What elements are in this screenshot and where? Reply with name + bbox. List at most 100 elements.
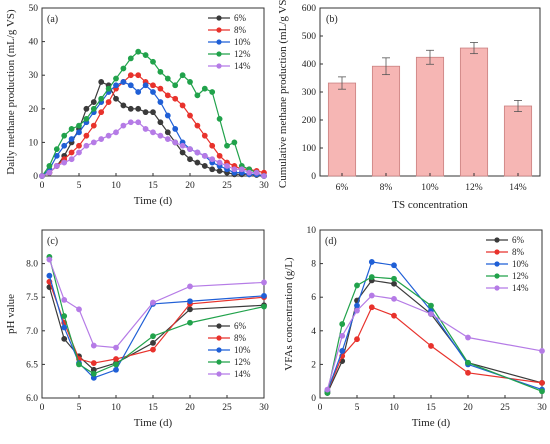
data-point — [539, 379, 545, 386]
legend: 6% 8% 10% 12% 14% — [208, 321, 251, 379]
y-tick-label: 8.0 — [26, 260, 38, 270]
legend-label: 14% — [512, 283, 529, 293]
category-label: 14% — [509, 183, 527, 193]
data-point — [127, 119, 134, 126]
x-tick-label: 25 — [222, 403, 232, 413]
series-line — [48, 286, 265, 371]
y-tick-label: 10 — [307, 226, 317, 236]
series-12% — [39, 48, 267, 179]
data-point — [105, 85, 112, 92]
data-point — [150, 82, 156, 89]
data-point — [164, 136, 171, 142]
x-tick-label: 30 — [259, 403, 269, 413]
data-point — [98, 109, 105, 116]
y-tick-label: 600 — [302, 4, 317, 14]
data-point — [391, 295, 397, 302]
data-point — [187, 283, 193, 290]
data-point — [194, 159, 201, 166]
y-tick-label: 40 — [29, 38, 39, 48]
data-point — [142, 82, 149, 89]
y-axis-label: VFAs concentration (g/L) — [283, 257, 295, 371]
y-tick-label: 30 — [29, 71, 39, 81]
data-point — [238, 166, 245, 173]
data-point — [354, 282, 360, 289]
data-point — [76, 306, 82, 313]
data-point — [90, 360, 97, 366]
series-line — [41, 81, 265, 177]
category-label: 8% — [380, 183, 393, 193]
data-point — [127, 105, 134, 112]
data-point — [53, 163, 60, 169]
panel-label: (a) — [47, 14, 58, 25]
bar — [415, 56, 445, 177]
panel-d: 0 5 10 15 20 25 30 0 2 4 6 8 10 Time (d) VFAs concentr… — [283, 226, 547, 429]
series-line — [48, 256, 265, 375]
data-point — [39, 173, 45, 179]
data-point — [150, 129, 156, 136]
panel-b: 0 100 200 300 400 500 600 6% 8% 10% 12% 14% TS conce… — [277, 0, 541, 211]
bar — [327, 82, 357, 177]
data-point — [157, 132, 164, 139]
data-point — [187, 156, 193, 163]
legend-label: 8% — [512, 247, 525, 257]
data-point — [428, 343, 434, 349]
legend-label: 6% — [512, 235, 525, 245]
legend-label: 10% — [234, 345, 251, 355]
y-axis-label: Cumulative methane production (mL/g VS) — [277, 0, 289, 188]
series-line — [48, 275, 265, 379]
data-point — [61, 159, 68, 166]
data-point — [216, 152, 223, 159]
data-point — [120, 79, 127, 85]
data-point — [172, 82, 179, 89]
data-point — [90, 342, 97, 349]
series-8% — [324, 304, 545, 395]
data-point — [76, 129, 82, 136]
data-point — [135, 119, 142, 126]
y-tick-label: 200 — [302, 116, 317, 126]
series-line — [41, 81, 265, 177]
data-point — [209, 142, 216, 149]
legend-label: 8% — [234, 333, 247, 343]
series-line — [326, 261, 543, 392]
data-point — [187, 306, 193, 313]
data-point — [83, 115, 90, 122]
data-point — [201, 163, 208, 169]
y-tick-label: 100 — [302, 144, 317, 154]
data-point — [135, 89, 142, 95]
bar — [459, 47, 489, 177]
data-point — [113, 129, 119, 136]
data-point — [90, 370, 97, 377]
data-point — [105, 99, 112, 105]
data-point — [105, 132, 112, 139]
data-point — [135, 48, 142, 55]
series-line — [326, 306, 543, 392]
y-tick-label: 6.0 — [26, 394, 38, 404]
data-point — [164, 112, 171, 119]
data-point — [150, 339, 156, 346]
data-point — [194, 92, 201, 99]
data-point — [216, 115, 223, 122]
legend-marker — [216, 15, 222, 21]
data-point — [539, 388, 545, 395]
data-point — [127, 72, 134, 79]
data-point — [209, 89, 216, 95]
series-line — [326, 294, 543, 390]
data-point — [83, 132, 90, 139]
data-point — [201, 132, 208, 139]
legend-marker — [216, 51, 222, 57]
legend-marker — [494, 285, 500, 291]
data-point — [150, 299, 156, 306]
data-point — [194, 122, 201, 129]
y-tick-label: 2 — [311, 360, 316, 370]
legend-label: 14% — [234, 61, 251, 71]
legend-label: 6% — [234, 321, 247, 331]
data-point — [368, 274, 375, 280]
panel-a: 0 5 10 15 20 25 30 0 10 20 30 40 50 Time (d) Daily met… — [5, 4, 269, 207]
panel-c: 0 5 10 15 20 25 30 6.0 6.5 7.0 7.5 8.0 Time (d) pH va… — [5, 229, 269, 429]
y-tick-label: 6 — [311, 293, 316, 303]
series-14% — [46, 256, 267, 351]
data-point — [539, 348, 545, 354]
data-point — [339, 348, 346, 354]
x-tick-label: 10 — [111, 181, 121, 191]
